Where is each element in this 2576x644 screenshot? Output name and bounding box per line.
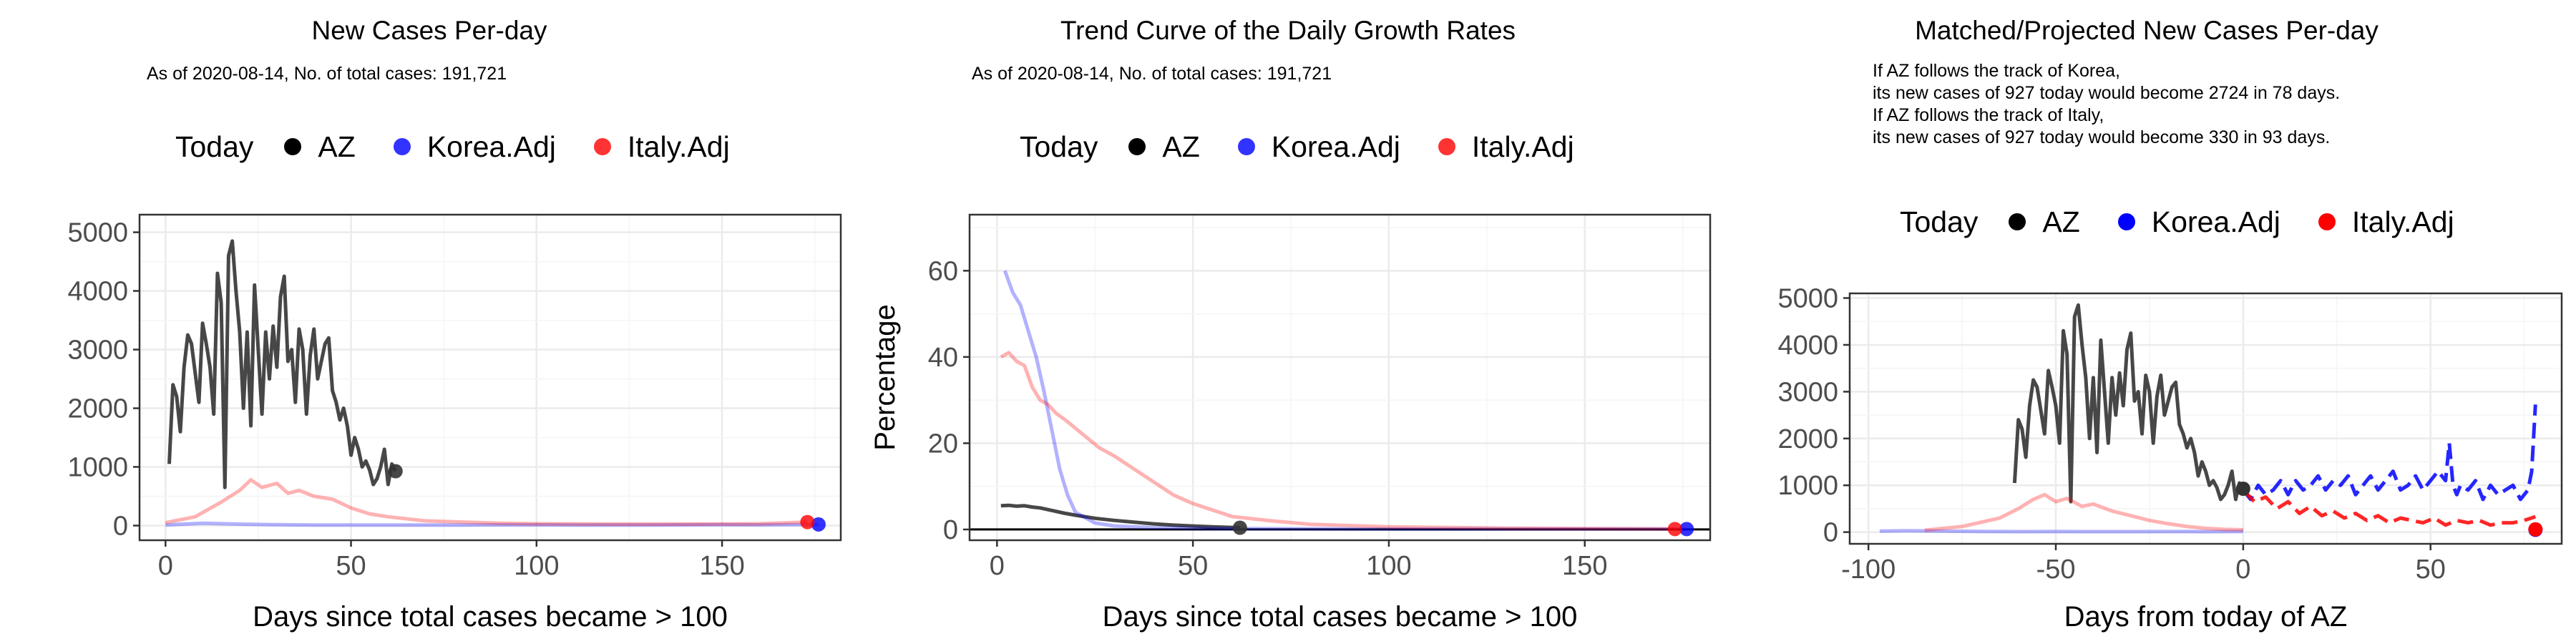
legend-dot-icon	[2009, 213, 2026, 230]
legend-dot-icon	[593, 138, 611, 155]
y-tick-label: 4000	[1777, 331, 1838, 361]
today-point	[811, 517, 826, 532]
y-tick-label: 1000	[1777, 471, 1838, 501]
series-line	[1002, 270, 1687, 531]
x-axis-label: Days from today of AZ	[2064, 601, 2348, 633]
y-tick-label: 2000	[67, 394, 128, 424]
x-tick-label: 150	[699, 551, 744, 581]
today-point	[2235, 482, 2250, 496]
x-tick-label: 50	[2416, 555, 2446, 585]
today-point	[1667, 522, 1682, 537]
chart-panel-projected: Matched/Projected New Cases Per-day If A…	[1717, 0, 2576, 644]
legend-dot-icon	[1237, 138, 1255, 155]
y-tick-label: 4000	[67, 277, 128, 307]
x-tick-label: -50	[2036, 555, 2076, 585]
today-point	[388, 464, 403, 479]
legend-dot-icon	[393, 138, 411, 155]
series-line	[165, 478, 808, 526]
y-tick-label: 20	[928, 429, 958, 459]
gridlines	[970, 215, 1710, 540]
x-tick-label: 100	[1366, 551, 1411, 581]
x-axis-label: Days since total cases became > 100	[253, 601, 728, 633]
y-tick-label: 3000	[67, 336, 128, 366]
chart-title: Trend Curve of the Daily Growth Rates	[1060, 16, 1516, 45]
gridlines	[1850, 293, 2562, 544]
chart-panel-growth-rates: Trend Curve of the Daily Growth Rates As…	[859, 0, 1717, 644]
legend-item-korea: Korea.Adj	[1230, 130, 1400, 164]
y-tick-label: 2000	[1777, 424, 1838, 454]
plot-area: 0 50 100 150 0 1000 2000 3000 4000 5000 Days since…	[67, 213, 842, 633]
y-tick-label: 1000	[67, 453, 128, 483]
y-tick-label: 3000	[1777, 377, 1838, 407]
series-line	[2242, 489, 2537, 527]
today-point	[2528, 522, 2543, 537]
legend-item-italy: Italy.Adj	[586, 130, 730, 164]
today-point	[800, 514, 815, 530]
y-tick-label: 0	[113, 512, 128, 542]
series-line	[1924, 492, 2243, 532]
legend-dot-icon	[284, 138, 302, 155]
series-line	[2012, 303, 2245, 504]
series-line	[1000, 351, 1675, 531]
y-axis-label: Percentage	[869, 304, 901, 451]
x-tick-label: -100	[1841, 555, 1896, 585]
y-tick-label: 0	[943, 515, 958, 545]
plot-border	[138, 213, 842, 542]
annotation-line: If AZ follows the track of Italy,	[1873, 105, 2104, 125]
legend-dot-icon	[2318, 213, 2336, 230]
chart-title: New Cases Per-day	[311, 16, 547, 45]
chart-title: Matched/Projected New Cases Per-day	[1915, 16, 2379, 45]
legend-dot-icon	[2117, 213, 2135, 230]
x-tick-label: 50	[1178, 551, 1208, 581]
series-line	[2241, 404, 2537, 502]
x-tick-label: 100	[514, 551, 559, 581]
legend-item-italy: Italy.Adj	[1430, 130, 1574, 164]
legend-item-az: AZ	[2001, 205, 2080, 239]
legend-title: Today	[175, 130, 254, 163]
projection-annotation: If AZ follows the track of Korea, its ne…	[1873, 60, 2340, 149]
x-tick-label: 50	[336, 551, 366, 581]
plot-border	[968, 213, 1712, 542]
today-point	[1679, 522, 1694, 537]
legend-item-az: AZ	[1121, 130, 1200, 164]
y-tick-label: 60	[928, 256, 958, 286]
plot-area: 0 50 100 150 0 20 40 60 Days since total cases b…	[869, 213, 1712, 633]
legend-item-korea: Korea.Adj	[2110, 205, 2280, 239]
series-line	[1000, 503, 1240, 530]
y-tick-label: 5000	[67, 218, 128, 248]
legend: Today AZ Korea.Adj Italy.Adj	[1020, 129, 1604, 165]
annotation-line: If AZ follows the track of Korea,	[1873, 61, 2120, 81]
x-axis-label: Days since total cases became > 100	[1103, 601, 1578, 633]
x-tick-label: 0	[2235, 555, 2250, 585]
annotation-line: its new cases of 927 today would become …	[1873, 127, 2331, 147]
today-point	[1232, 520, 1247, 535]
chart-subtitle: As of 2020-08-14, No. of total cases: 19…	[147, 64, 507, 84]
legend-item-italy: Italy.Adj	[2311, 205, 2454, 239]
y-tick-label: 40	[928, 343, 958, 373]
legend-title: Today	[1020, 130, 1098, 163]
legend-title: Today	[1900, 205, 1979, 238]
annotation-line: its new cases of 927 today would become …	[1873, 83, 2341, 103]
chart-subtitle: As of 2020-08-14, No. of total cases: 19…	[972, 64, 1332, 84]
series-line	[165, 521, 819, 527]
series-line	[1879, 529, 2243, 534]
x-tick-label: 0	[990, 551, 1005, 581]
x-tick-label: 150	[1562, 551, 1607, 581]
plot-border	[1848, 292, 2563, 545]
chart-panel-new-cases: New Cases Per-day As of 2020-08-14, No. …	[0, 0, 859, 644]
legend-dot-icon	[1438, 138, 1455, 155]
legend: Today AZ Korea.Adj Italy.Adj	[1900, 204, 2484, 240]
legend-item-korea: Korea.Adj	[386, 130, 556, 164]
series-line	[167, 239, 398, 489]
legend: Today AZ Korea.Adj Italy.Adj	[175, 129, 760, 165]
y-tick-label: 5000	[1777, 284, 1838, 314]
legend-dot-icon	[1128, 138, 1146, 155]
x-tick-label: 0	[158, 551, 173, 581]
y-tick-label: 0	[1823, 518, 1838, 548]
legend-item-az: AZ	[276, 130, 356, 164]
